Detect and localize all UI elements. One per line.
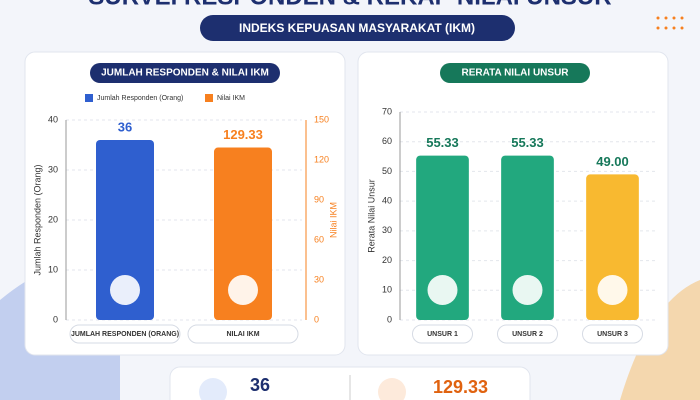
value-label: 55.33 xyxy=(511,135,544,150)
y-tick-label: 20 xyxy=(382,255,392,265)
y-tick-label: 40 xyxy=(382,196,392,206)
y2-tick-label: 90 xyxy=(314,194,324,204)
y-tick-label: 60 xyxy=(382,136,392,146)
category-pill xyxy=(187,324,299,344)
chart-title: RERATA NILAI UNSUR xyxy=(461,68,569,79)
dots xyxy=(656,16,684,30)
panel xyxy=(24,51,346,356)
y2-tick-label: 30 xyxy=(314,274,324,284)
y-tick-label: 20 xyxy=(48,214,58,224)
value-label: 129.33 xyxy=(223,127,263,142)
bar-icon xyxy=(597,275,628,305)
y2-tick-label: 120 xyxy=(314,154,329,164)
bar-icon xyxy=(512,275,543,305)
bar xyxy=(96,140,154,320)
y-tick-label: 0 xyxy=(387,314,392,324)
x-tick-label: UNSUR 2 xyxy=(512,331,543,338)
y-tick-label: 30 xyxy=(382,225,392,235)
bar-icon xyxy=(228,275,258,305)
y2-axis-label: Nilai IKM xyxy=(328,202,338,238)
bar xyxy=(214,147,272,320)
x-tick-label: UNSUR 1 xyxy=(427,331,458,338)
x-tick-label: JUMLAH RESPONDEN (ORANG) xyxy=(71,331,179,338)
y-tick-label: 40 xyxy=(48,114,58,124)
value-label: 49.00 xyxy=(596,154,629,169)
subtitle-pill xyxy=(200,15,515,41)
legend-swatch xyxy=(205,94,213,102)
bar xyxy=(501,155,554,320)
category-pill xyxy=(412,324,473,344)
legend-label: Jumlah Responden (Orang) xyxy=(97,95,183,102)
legend-label: Nilai IKM xyxy=(217,95,245,102)
category-pill xyxy=(497,324,558,344)
title-pill xyxy=(90,63,280,83)
subtitle: INDEKS KEPUASAN MASYARAKAT (IKM) xyxy=(239,21,475,35)
y-tick-label: 10 xyxy=(382,285,392,295)
y-axis-label: Jumlah Responden (Orang) xyxy=(32,164,42,275)
y-tick-label: 30 xyxy=(48,164,58,174)
summary-value: 36 xyxy=(250,375,270,395)
chart-title: JUMLAH RESPONDEN & NILAI IKM xyxy=(101,68,269,79)
y-axis-label: Rerata Nilai Unsur xyxy=(366,179,376,253)
page-title: SURVEI RESPONDEN & REKAP NILAI UNSUR xyxy=(88,0,611,10)
y-tick-label: 0 xyxy=(53,314,58,324)
y2-tick-label: 0 xyxy=(314,314,319,324)
category-pill xyxy=(69,324,181,344)
value-label: 55.33 xyxy=(426,135,459,150)
y-tick-label: 70 xyxy=(382,106,392,116)
category-pill xyxy=(582,324,643,344)
title-pill xyxy=(440,63,590,83)
x-tick-label: UNSUR 3 xyxy=(597,331,628,338)
y-tick-label: 50 xyxy=(382,166,392,176)
bar xyxy=(416,155,469,320)
value-label: 36 xyxy=(118,119,132,134)
legend-swatch xyxy=(85,94,93,102)
icon xyxy=(199,378,227,400)
icon xyxy=(378,378,406,400)
bar-icon xyxy=(427,275,458,305)
y2-tick-label: 60 xyxy=(314,234,324,244)
bar-icon xyxy=(110,275,140,305)
x-tick-label: NILAI IKM xyxy=(226,331,259,338)
y-tick-label: 10 xyxy=(48,264,58,274)
y2-tick-label: 150 xyxy=(314,114,329,124)
summary-value: 129.33 xyxy=(433,377,488,397)
